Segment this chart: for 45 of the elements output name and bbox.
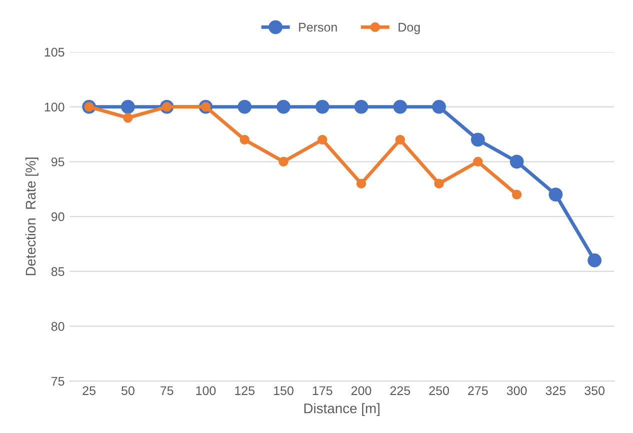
x-tick-label: 200 <box>351 386 372 396</box>
point <box>473 156 483 167</box>
point <box>512 190 522 200</box>
x-tick-label: 50 <box>122 386 134 396</box>
point <box>356 178 366 188</box>
point <box>238 100 252 114</box>
point <box>470 132 485 147</box>
point <box>318 134 328 145</box>
point <box>123 112 133 123</box>
point <box>354 100 368 114</box>
point <box>548 188 563 202</box>
y-axis-title: Detection Rate [%] <box>25 158 38 276</box>
x-axis-title: Distance [m] <box>304 403 380 416</box>
point <box>276 100 290 114</box>
x-tick-label: 75 <box>160 386 174 396</box>
x-tick-label: 300 <box>506 386 527 396</box>
x-tick-label: 350 <box>584 386 605 396</box>
x-tick-label: 100 <box>196 386 216 396</box>
y-tick-label: 80 <box>51 322 64 331</box>
point <box>121 100 135 114</box>
point <box>510 154 524 169</box>
point <box>240 134 250 145</box>
y-tick-label: 85 <box>51 267 64 276</box>
x-tick-label: 225 <box>390 386 410 396</box>
x-tick-label: 150 <box>274 386 294 396</box>
x-tick-label: 275 <box>468 386 488 396</box>
legend-label: Person <box>299 22 337 32</box>
x-tick-label: 125 <box>235 386 255 396</box>
y-tick-label: 100 <box>44 102 64 112</box>
y-tick-label: 90 <box>51 212 64 222</box>
x-tick-label: 25 <box>82 386 96 396</box>
point <box>315 100 330 114</box>
point <box>395 134 406 145</box>
x-tick-label: 325 <box>546 386 566 396</box>
legend-label: Dog <box>398 22 420 34</box>
point <box>278 156 288 167</box>
x-tick-label: 250 <box>429 386 449 396</box>
x-tick-label: 175 <box>312 386 332 396</box>
point <box>393 100 408 114</box>
y-tick-label: 95 <box>51 157 64 166</box>
point <box>588 253 602 268</box>
point <box>434 178 444 188</box>
point <box>432 100 446 114</box>
y-tick-label: 75 <box>52 376 64 386</box>
y-tick-label: 105 <box>44 48 64 57</box>
